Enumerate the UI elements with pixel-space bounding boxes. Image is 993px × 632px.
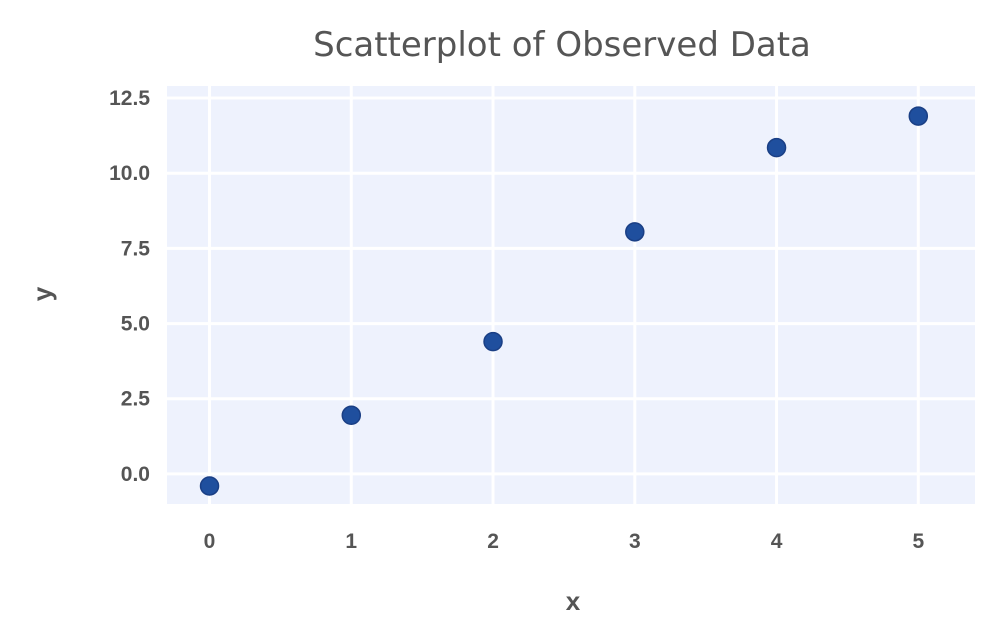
x-tick-label: 3 xyxy=(629,530,641,553)
grid-lines xyxy=(167,86,975,504)
x-tick-label: 5 xyxy=(912,530,924,553)
y-tick-labels: 0.0 2.5 5.0 7.5 10.0 12.5 xyxy=(109,87,150,486)
y-tick-label: 7.5 xyxy=(121,237,151,260)
plot-area xyxy=(167,86,975,504)
chart-title: Scatterplot of Observed Data xyxy=(313,25,811,65)
x-tick-label: 4 xyxy=(771,530,783,553)
x-axis-label: x xyxy=(566,586,581,616)
x-tick-label: 2 xyxy=(487,530,499,553)
scatter-point xyxy=(766,137,787,158)
data-points xyxy=(199,106,929,496)
y-tick-label: 10.0 xyxy=(109,162,150,185)
y-tick-label: 2.5 xyxy=(121,388,151,411)
x-tick-label: 1 xyxy=(345,530,357,553)
x-tick-label: 0 xyxy=(204,530,216,553)
scatter-point xyxy=(625,222,645,242)
scatter-point xyxy=(908,106,929,126)
scatter-point xyxy=(199,476,220,496)
y-axis-label: y xyxy=(27,286,57,301)
y-tick-label: 0.0 xyxy=(121,463,150,486)
x-tick-labels: 0 1 2 3 4 5 xyxy=(204,530,925,553)
scatter-point xyxy=(341,405,362,426)
y-tick-label: 5.0 xyxy=(121,313,150,336)
scatter-point xyxy=(483,331,503,352)
y-tick-label: 12.5 xyxy=(109,87,150,110)
